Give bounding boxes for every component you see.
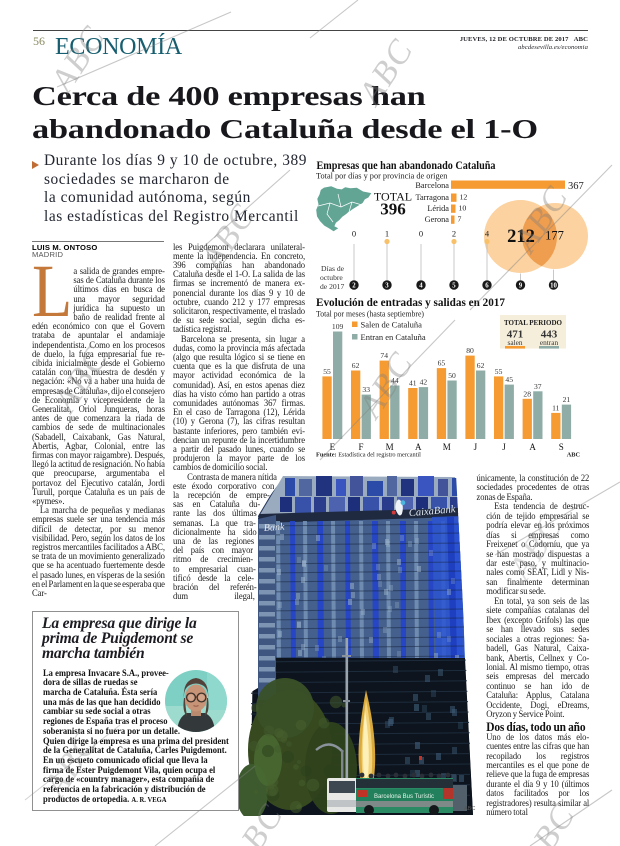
svg-text:de 2017: de 2017 (320, 282, 344, 291)
svg-text:74: 74 (380, 351, 388, 360)
svg-text:2: 2 (352, 282, 356, 289)
svg-text:1: 1 (385, 229, 389, 239)
svg-text:11: 11 (552, 403, 560, 412)
svg-text:4: 4 (419, 282, 423, 289)
svg-text:S: S (559, 442, 564, 452)
svg-text:0: 0 (419, 229, 423, 239)
svg-text:Total por días y por provincia: Total por días y por provincia de origen (316, 172, 448, 181)
svg-text:367: 367 (568, 181, 584, 192)
svg-text:J: J (502, 442, 506, 452)
svg-text:J: J (474, 442, 478, 452)
svg-text:443: 443 (541, 329, 558, 341)
svg-text:Barcelona: Barcelona (415, 181, 449, 190)
svg-text:9: 9 (519, 282, 523, 289)
svg-text:5: 5 (452, 282, 456, 289)
svg-text:65: 65 (438, 359, 446, 368)
svg-text:396: 396 (380, 200, 406, 219)
svg-text:471: 471 (507, 329, 524, 341)
svg-text:109: 109 (332, 322, 344, 331)
svg-text:A: A (415, 442, 422, 452)
svg-text:62: 62 (477, 361, 485, 370)
svg-text:212: 212 (507, 227, 535, 247)
svg-text:55: 55 (495, 367, 503, 376)
svg-text:Bank: Bank (263, 522, 285, 534)
svg-text:TOTAL: TOTAL (374, 190, 412, 204)
svg-text:Empresas que han abandonado Ca: Empresas que han abandonado Cataluña (317, 158, 496, 172)
svg-text:ABC: ABC (567, 452, 581, 459)
svg-text:62: 62 (352, 361, 360, 370)
svg-text:Tarragona: Tarragona (415, 193, 449, 202)
svg-text:F: F (358, 442, 363, 452)
svg-text:7: 7 (458, 215, 462, 224)
svg-text:2: 2 (452, 229, 456, 239)
svg-text:4: 4 (485, 229, 490, 239)
svg-text:42: 42 (420, 378, 428, 387)
svg-text:Entran en Cataluña: Entran en Cataluña (361, 332, 426, 342)
svg-text:entran: entran (540, 338, 559, 347)
svg-text:21: 21 (563, 395, 571, 404)
svg-text:Salen de Cataluña: Salen de Cataluña (361, 320, 423, 330)
svg-text:octubre: octubre (320, 273, 343, 282)
svg-text:45: 45 (505, 375, 513, 384)
svg-text:33: 33 (362, 385, 370, 394)
svg-text:55: 55 (323, 367, 331, 376)
svg-text:44: 44 (391, 376, 399, 385)
svg-text:12: 12 (460, 193, 468, 202)
svg-text:M: M (443, 442, 451, 452)
svg-text:Gerona: Gerona (425, 215, 450, 224)
svg-text:3: 3 (385, 282, 389, 289)
svg-text:salen: salen (508, 338, 523, 347)
svg-text:Barcelona Bus Turístic: Barcelona Bus Turístic (374, 794, 434, 800)
svg-text:Evolución de entradas y salida: Evolución de entradas y salidas en 2017 (316, 295, 505, 309)
svg-text:E: E (330, 442, 336, 452)
svg-text:Lérida: Lérida (427, 204, 449, 213)
svg-text:0: 0 (352, 229, 356, 239)
svg-text:CaixaBank: CaixaBank (408, 504, 456, 519)
svg-text:6: 6 (485, 282, 489, 289)
svg-text:28: 28 (523, 389, 531, 398)
svg-text:TOTAL PERIODO: TOTAL PERIODO (504, 318, 562, 327)
svg-text:10: 10 (459, 204, 467, 213)
svg-text:A: A (529, 442, 536, 452)
svg-text:Total por meses (hasta septiem: Total por meses (hasta septiembre) (316, 310, 424, 319)
svg-text:Fuente: Estadística del regist: Fuente: Estadística del registro mercant… (316, 452, 421, 459)
svg-text:M: M (386, 442, 394, 452)
svg-text:10: 10 (550, 282, 557, 289)
svg-text:Días de: Días de (321, 264, 345, 273)
svg-text:177: 177 (545, 229, 564, 243)
svg-text:50: 50 (448, 371, 456, 380)
svg-text:37: 37 (534, 382, 542, 391)
svg-text:80: 80 (466, 346, 474, 355)
svg-text:41: 41 (409, 379, 417, 388)
